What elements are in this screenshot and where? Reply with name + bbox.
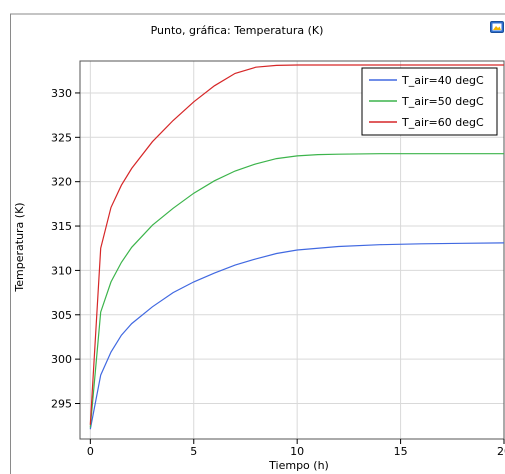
x-tick-label: 20: [497, 445, 505, 458]
y-tick-label: 325: [51, 131, 72, 144]
y-tick-label: 320: [51, 176, 72, 189]
legend-entry-3: T_air=60 degC: [401, 116, 484, 129]
y-tick-label: 315: [51, 220, 72, 233]
legend-entry-1: T_air=40 degC: [401, 74, 484, 87]
series-line-2: [89, 153, 504, 428]
y-tick-label: 330: [51, 87, 72, 100]
y-axis-label: Temperatura (K): [13, 202, 26, 292]
image-icon[interactable]: [490, 21, 504, 33]
y-tick-label: 305: [51, 309, 72, 322]
plot-title: Punto, gráfica: Temperatura (K): [150, 24, 324, 37]
legend-entry-2: T_air=50 degC: [401, 95, 484, 108]
x-axis-label: Tiempo (h): [268, 459, 329, 472]
series-layer: [89, 64, 505, 430]
x-tick-label: 5: [190, 445, 197, 458]
ticks-layer: 0 5 10 15 20 295 300 305 310 315 320 325 330: [51, 87, 505, 458]
x-tick-label: 0: [87, 445, 94, 458]
x-tick-label: 10: [290, 445, 304, 458]
x-tick-label: 15: [394, 445, 408, 458]
legend: T_air=40 degC T_air=50 degC T_air=60 degC: [361, 67, 498, 136]
plot-area-border: [79, 60, 505, 440]
series-line-3: [89, 64, 504, 425]
series-line-1: [89, 242, 505, 430]
y-tick-label: 310: [51, 264, 72, 277]
y-tick-label: 295: [51, 398, 72, 411]
y-tick-label: 300: [51, 353, 72, 366]
